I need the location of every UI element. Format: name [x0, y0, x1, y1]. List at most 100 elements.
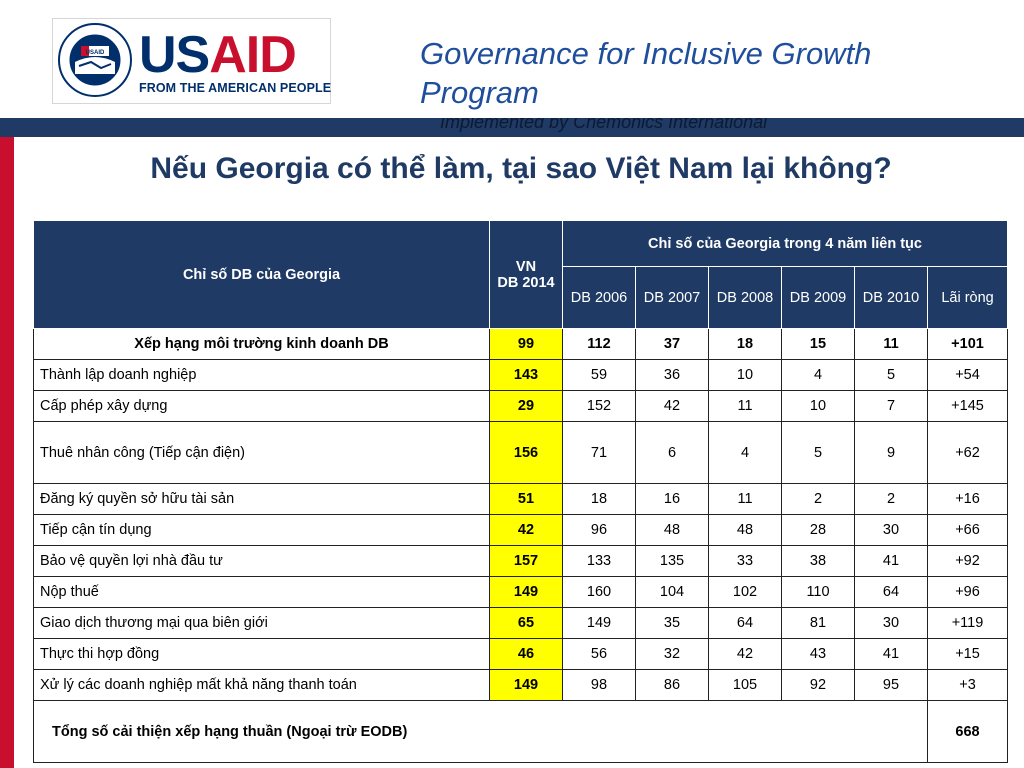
table-row: Giao dịch thương mại qua biên giới 65 149 3…: [33, 607, 1009, 639]
rank-cell: 7: [854, 390, 928, 422]
table-row: Nộp thuế 149 160 104 102 110 64 +96: [33, 576, 1009, 608]
rank-cell: 96: [562, 514, 636, 546]
vn-rank-cell: 46: [489, 638, 563, 670]
vn-rank-cell: 29: [489, 390, 563, 422]
table-row: Đăng ký quyền sở hữu tài sản 51 18 16 11 2 2 +1…: [33, 483, 1009, 515]
rank-cell: 152: [562, 390, 636, 422]
rank-cell: 11: [708, 390, 782, 422]
rank-cell: 15: [781, 328, 855, 360]
vn-rank-cell: 51: [489, 483, 563, 515]
column-header: Lãi ròng: [926, 266, 1009, 329]
usaid-wordmark: USAID: [139, 26, 297, 84]
net-gain-cell: +92: [926, 545, 1009, 577]
rank-cell: 43: [781, 638, 855, 670]
net-gain-cell: +96: [926, 576, 1009, 608]
table-body: Xếp hạng môi trường kinh doanh DB 99 112 37…: [33, 328, 1009, 701]
net-gain-cell: +119: [926, 607, 1009, 639]
rank-cell: 33: [708, 545, 782, 577]
rank-cell: 110: [781, 576, 855, 608]
header-vn-line1: VN: [515, 258, 537, 275]
net-gain-cell: +16: [926, 483, 1009, 515]
table-row: Thực thi hợp đồng 46 56 32 42 43 41 +15: [33, 638, 1009, 670]
rank-cell: 4: [781, 359, 855, 391]
header-vn: VN DB 2014: [489, 220, 563, 329]
column-header: DB 2010: [854, 266, 928, 329]
rank-cell: 81: [781, 607, 855, 639]
usaid-seal-icon: USAID: [58, 23, 132, 97]
rank-cell: 5: [854, 359, 928, 391]
table-row: Thuê nhân công (Tiếp cận điện) 156 71 6 4 5 9 +…: [33, 421, 1009, 484]
rank-cell: 149: [562, 607, 636, 639]
net-gain-cell: +62: [926, 421, 1009, 484]
rank-cell: 10: [781, 390, 855, 422]
rank-cell: 59: [562, 359, 636, 391]
net-gain-cell: +145: [926, 390, 1009, 422]
table-row: Xếp hạng môi trường kinh doanh DB 99 112 37…: [33, 328, 1009, 360]
vn-rank-cell: 42: [489, 514, 563, 546]
row-label: Xếp hạng môi trường kinh doanh DB: [33, 328, 490, 360]
row-label: Xử lý các doanh nghiệp mất khả năng than…: [33, 669, 490, 701]
slide-title: Nếu Georgia có thể làm, tại sao Việt Nam…: [150, 152, 892, 185]
vn-rank-cell: 149: [489, 576, 563, 608]
rank-cell: 18: [708, 328, 782, 360]
rank-cell: 11: [854, 328, 928, 360]
rank-cell: 42: [708, 638, 782, 670]
rank-cell: 56: [562, 638, 636, 670]
total-label: Tổng số cải thiện xếp hạng thuần (Ngoại …: [33, 700, 928, 763]
table-row: Tiếp cận tín dụng 42 96 48 48 28 30 +66: [33, 514, 1009, 546]
rank-cell: 35: [635, 607, 709, 639]
column-header: DB 2008: [708, 266, 782, 329]
net-gain-cell: +54: [926, 359, 1009, 391]
vn-rank-cell: 99: [489, 328, 563, 360]
row-label: Thực thi hợp đồng: [33, 638, 490, 670]
rank-cell: 16: [635, 483, 709, 515]
rank-cell: 41: [854, 545, 928, 577]
header-vn-line2: DB 2014: [497, 274, 555, 291]
header-band: Implemented by Chemonics International: [0, 118, 1024, 137]
rank-cell: 10: [708, 359, 782, 391]
vn-rank-cell: 143: [489, 359, 563, 391]
vn-rank-cell: 65: [489, 607, 563, 639]
rank-cell: 32: [635, 638, 709, 670]
rank-cell: 86: [635, 669, 709, 701]
table-row: Cấp phép xây dựng 29 152 42 11 10 7 +145: [33, 390, 1009, 422]
rank-cell: 105: [708, 669, 782, 701]
row-label: Thuê nhân công (Tiếp cận điện): [33, 421, 490, 484]
row-label: Đăng ký quyền sở hữu tài sản: [33, 483, 490, 515]
column-header: DB 2009: [781, 266, 855, 329]
row-label: Tiếp cận tín dụng: [33, 514, 490, 546]
rank-cell: 98: [562, 669, 636, 701]
rank-cell: 112: [562, 328, 636, 360]
total-row: Tổng số cải thiện xếp hạng thuần (Ngoại …: [33, 700, 1009, 763]
rank-cell: 95: [854, 669, 928, 701]
row-label: Giao dịch thương mại qua biên giới: [33, 607, 490, 639]
left-accent-bar: [0, 137, 14, 768]
table-row: Bảo vệ quyền lợi nhà đầu tư 157 133 135 33 38…: [33, 545, 1009, 577]
table-row: Thành lập doanh nghiệp 143 59 36 10 4 5 +54: [33, 359, 1009, 391]
net-gain-cell: +101: [926, 328, 1009, 360]
row-label: Cấp phép xây dựng: [33, 390, 490, 422]
doing-business-table: Chỉ số DB của Georgia VN DB 2014 Chỉ số …: [33, 220, 1009, 763]
rank-cell: 5: [781, 421, 855, 484]
rank-cell: 36: [635, 359, 709, 391]
total-value: 668: [926, 700, 1009, 763]
rank-cell: 104: [635, 576, 709, 608]
rank-cell: 160: [562, 576, 636, 608]
rank-cell: 42: [635, 390, 709, 422]
vn-rank-cell: 157: [489, 545, 563, 577]
usaid-us: US: [139, 26, 210, 84]
rank-cell: 30: [854, 514, 928, 546]
rank-cell: 37: [635, 328, 709, 360]
rank-cell: 64: [708, 607, 782, 639]
vn-rank-cell: 156: [489, 421, 563, 484]
rank-cell: 92: [781, 669, 855, 701]
rank-cell: 28: [781, 514, 855, 546]
rank-cell: 133: [562, 545, 636, 577]
net-gain-cell: +15: [926, 638, 1009, 670]
rank-cell: 30: [854, 607, 928, 639]
vn-rank-cell: 149: [489, 669, 563, 701]
rank-cell: 18: [562, 483, 636, 515]
usaid-tagline: FROM THE AMERICAN PEOPLE: [139, 81, 332, 95]
rank-cell: 64: [854, 576, 928, 608]
column-header: DB 2007: [635, 266, 709, 329]
